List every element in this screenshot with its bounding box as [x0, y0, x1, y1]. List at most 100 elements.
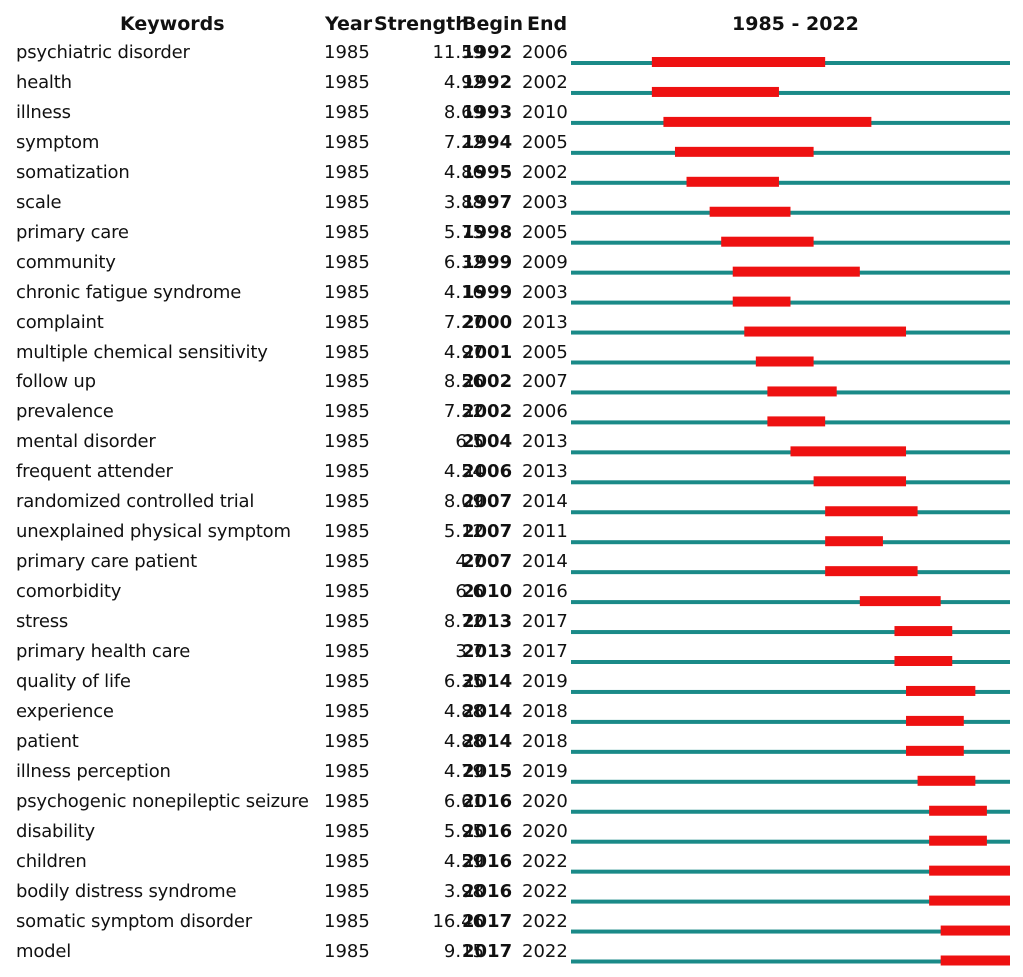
burst-bar: [894, 626, 953, 637]
cell-keyword: children: [16, 850, 87, 872]
cell-end: 2013: [522, 431, 568, 453]
burst-bar: [721, 236, 814, 247]
cell-strength: 3.7: [455, 641, 484, 662]
cell-begin: 2014: [462, 670, 513, 692]
cell-keyword: frequent attender: [16, 461, 173, 483]
cell-begin: 1992: [462, 42, 513, 63]
timeline-baseline: [571, 689, 1010, 694]
timeline-baseline: [571, 540, 1010, 545]
cell-begin: 2000: [462, 311, 513, 333]
burst-bar: [894, 656, 953, 666]
cell-keyword: unexplained physical symptom: [16, 521, 291, 543]
cell-keyword: disability: [16, 820, 95, 842]
table-row: stress 1985 8.72 2013 2017: [0, 607, 1023, 637]
cell-strength: 8.56: [443, 371, 484, 393]
timeline-baseline: [571, 90, 1010, 95]
timeline-baseline: [571, 869, 1010, 874]
cell-keyword: chronic fatigue syndrome: [16, 281, 242, 303]
table-row: bodily distress syndrome 1985 3.98 2016 2022: [0, 877, 1023, 907]
burst-bar: [790, 446, 907, 457]
table-row: primary care 1985 5.75 1998 2005: [0, 218, 1023, 248]
cell-begin: 1994: [462, 131, 513, 153]
cell-begin: 2002: [462, 371, 513, 393]
cell-end: 2009: [522, 251, 568, 273]
cell-year: 1985: [324, 760, 370, 782]
cell-end: 2022: [522, 940, 568, 962]
cell-year: 1985: [324, 790, 370, 812]
cell-end: 2020: [522, 790, 568, 812]
cell-end: 2010: [522, 101, 568, 123]
cell-begin: 2007: [462, 521, 513, 543]
cell-strength: 5.95: [443, 820, 484, 842]
cell-begin: 2016: [462, 880, 513, 902]
timeline-baseline: [571, 749, 1010, 754]
cell-year: 1985: [324, 641, 370, 662]
timeline-baseline: [571, 660, 1010, 664]
header-time-range: 1985 - 2022: [732, 13, 859, 35]
table-row: symptom 1985 7.22 1994 2005: [0, 128, 1023, 158]
table-row: primary care patient 1985 4.7 2007 2014: [0, 547, 1023, 577]
burst-bar: [929, 805, 987, 816]
burst-bar: [709, 206, 791, 217]
header-begin: Begin: [462, 13, 524, 35]
cell-strength: 4.97: [443, 341, 484, 363]
table-row: patient 1985 4.88 2014 2018: [0, 727, 1023, 757]
timeline-baseline: [571, 809, 1010, 814]
burst-bar: [744, 326, 907, 337]
cell-keyword: complaint: [16, 311, 104, 333]
timeline-baseline: [571, 570, 1010, 575]
cell-year: 1985: [324, 521, 370, 543]
cell-end: 2002: [522, 71, 568, 93]
cell-begin: 1998: [462, 221, 513, 243]
cell-strength: 7.52: [443, 401, 484, 423]
cell-end: 2017: [522, 641, 568, 662]
cell-keyword: multiple chemical sensitivity: [16, 341, 268, 363]
table-row: quality of life 1985 6.35 2014 2019: [0, 667, 1023, 697]
cell-keyword: randomized controlled trial: [16, 491, 255, 513]
burst-bar: [651, 57, 826, 67]
burst-bar: [813, 476, 907, 487]
cell-begin: 1999: [462, 281, 513, 303]
cell-end: 2013: [522, 311, 568, 333]
table-row: scale 1985 3.88 1997 2003: [0, 188, 1023, 218]
table-row: somatic symptom disorder 1985 16.46 2017 202…: [0, 907, 1023, 937]
cell-end: 2014: [522, 551, 568, 573]
cell-keyword: primary care: [16, 221, 129, 243]
cell-end: 2005: [522, 221, 568, 243]
burst-bar: [674, 146, 814, 157]
burst-bar: [663, 116, 872, 127]
cell-strength: 8.72: [443, 611, 484, 633]
timeline-baseline: [571, 510, 1010, 515]
burst-bar: [767, 416, 826, 427]
cell-end: 2013: [522, 461, 568, 483]
table-row: follow up 1985 8.56 2002 2007: [0, 367, 1023, 397]
cell-keyword: mental disorder: [16, 431, 156, 453]
cell-strength: 5.75: [443, 221, 484, 243]
cell-end: 2014: [522, 491, 568, 513]
burst-bar: [732, 266, 860, 277]
cell-begin: 2002: [462, 401, 513, 423]
cell-strength: 9.15: [443, 940, 484, 962]
cell-keyword: health: [16, 71, 72, 93]
burst-bar: [929, 835, 987, 846]
table-row: chronic fatigue syndrome 1985 4.16 1999 2003: [0, 278, 1023, 308]
cell-strength: 6.5: [455, 431, 484, 453]
cell-year: 1985: [324, 371, 370, 393]
cell-year: 1985: [324, 491, 370, 513]
cell-year: 1985: [324, 551, 370, 573]
burst-bar: [929, 895, 1010, 906]
burst-bar: [859, 596, 941, 607]
cell-year: 1985: [324, 611, 370, 633]
table-row: psychogenic nonepileptic seizure 1985 6.61…: [0, 787, 1023, 817]
cell-keyword: illness perception: [16, 760, 171, 782]
table-row: mental disorder 1985 6.5 2004 2013: [0, 427, 1023, 457]
cell-keyword: primary health care: [16, 641, 191, 662]
cell-year: 1985: [324, 42, 370, 63]
cell-strength: 4.86: [443, 161, 484, 183]
cell-end: 2005: [522, 341, 568, 363]
timeline-baseline: [571, 899, 1010, 904]
cell-year: 1985: [324, 221, 370, 243]
cell-strength: 3.98: [443, 880, 484, 902]
cell-strength: 6.32: [443, 251, 484, 273]
